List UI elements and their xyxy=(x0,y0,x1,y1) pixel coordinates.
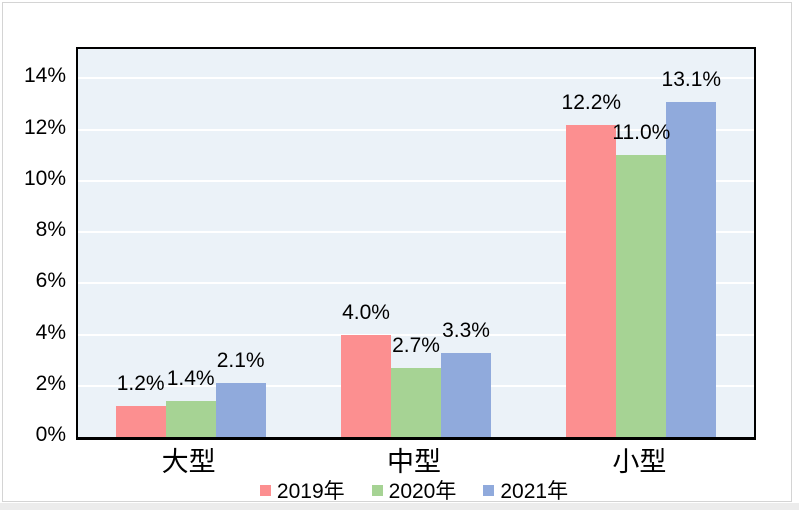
legend-color-swatch xyxy=(483,484,495,496)
legend-label: 2021年 xyxy=(500,480,569,503)
x-axis: 大型 中型 小型 xyxy=(76,446,752,480)
y-axis-tick-label: 10% xyxy=(23,166,66,190)
bar-series1-cat1[interactable] xyxy=(115,406,166,437)
y-axis-tick-label: 4% xyxy=(35,320,66,344)
legend-item-1[interactable]: 2019年 xyxy=(259,475,345,505)
legend-label: 2020年 xyxy=(388,480,457,503)
y-axis-tick-label: 14% xyxy=(23,64,66,88)
gridline xyxy=(78,77,754,80)
y-axis: 0% 2% 4% 6% 8% 10% 12% 14% xyxy=(0,47,66,446)
bar-series1-cat2[interactable] xyxy=(341,334,391,437)
x-axis-category-label: 小型 xyxy=(612,447,667,477)
bar-series3-cat2[interactable] xyxy=(441,352,491,437)
data-label: 2.1% xyxy=(216,349,265,373)
bar-series2-cat3[interactable] xyxy=(616,155,667,437)
bottom-edge-strip xyxy=(0,503,799,510)
y-axis-tick-label: 8% xyxy=(35,218,66,242)
bar-series2-cat2[interactable] xyxy=(391,367,441,437)
legend-label: 2019年 xyxy=(276,480,345,503)
x-axis-category-label: 大型 xyxy=(161,447,216,477)
y-axis-tick-label: 6% xyxy=(35,269,66,293)
data-label: 13.1% xyxy=(661,67,722,91)
legend-color-swatch xyxy=(371,484,383,496)
y-axis-tick-label: 12% xyxy=(23,115,66,139)
gridline xyxy=(78,333,754,336)
y-axis-tick-label: 2% xyxy=(35,371,66,395)
legend-color-swatch xyxy=(259,484,271,496)
gridline xyxy=(78,179,754,182)
data-label: 12.2% xyxy=(561,90,622,114)
data-label: 3.3% xyxy=(442,318,490,342)
gridline xyxy=(78,231,754,234)
bar-series2-cat1[interactable] xyxy=(165,401,216,437)
bar-series3-cat1[interactable] xyxy=(215,383,266,437)
plot-area: 1.2% 1.4% 2.1% 4.0% 2.7% 3.3% 12.2% 11.0% 13.1% xyxy=(76,47,756,440)
data-label: 11.0% xyxy=(612,121,671,145)
gridline xyxy=(78,128,754,131)
data-label: 1.2% xyxy=(116,372,165,396)
legend-item-3[interactable]: 2021年 xyxy=(483,475,568,505)
y-axis-tick-label: 0% xyxy=(35,423,66,446)
x-axis-category-label: 中型 xyxy=(387,447,441,477)
legend: 2019年 2020年 2021年 xyxy=(76,477,752,503)
legend-item-2[interactable]: 2020年 xyxy=(371,475,457,505)
data-label: 4.0% xyxy=(342,300,390,324)
bar-series1-cat3[interactable] xyxy=(566,124,617,437)
data-label: 2.7% xyxy=(392,333,440,357)
data-label: 1.4% xyxy=(166,367,215,391)
bar-series3-cat3[interactable] xyxy=(666,101,717,437)
gridline xyxy=(78,282,754,285)
